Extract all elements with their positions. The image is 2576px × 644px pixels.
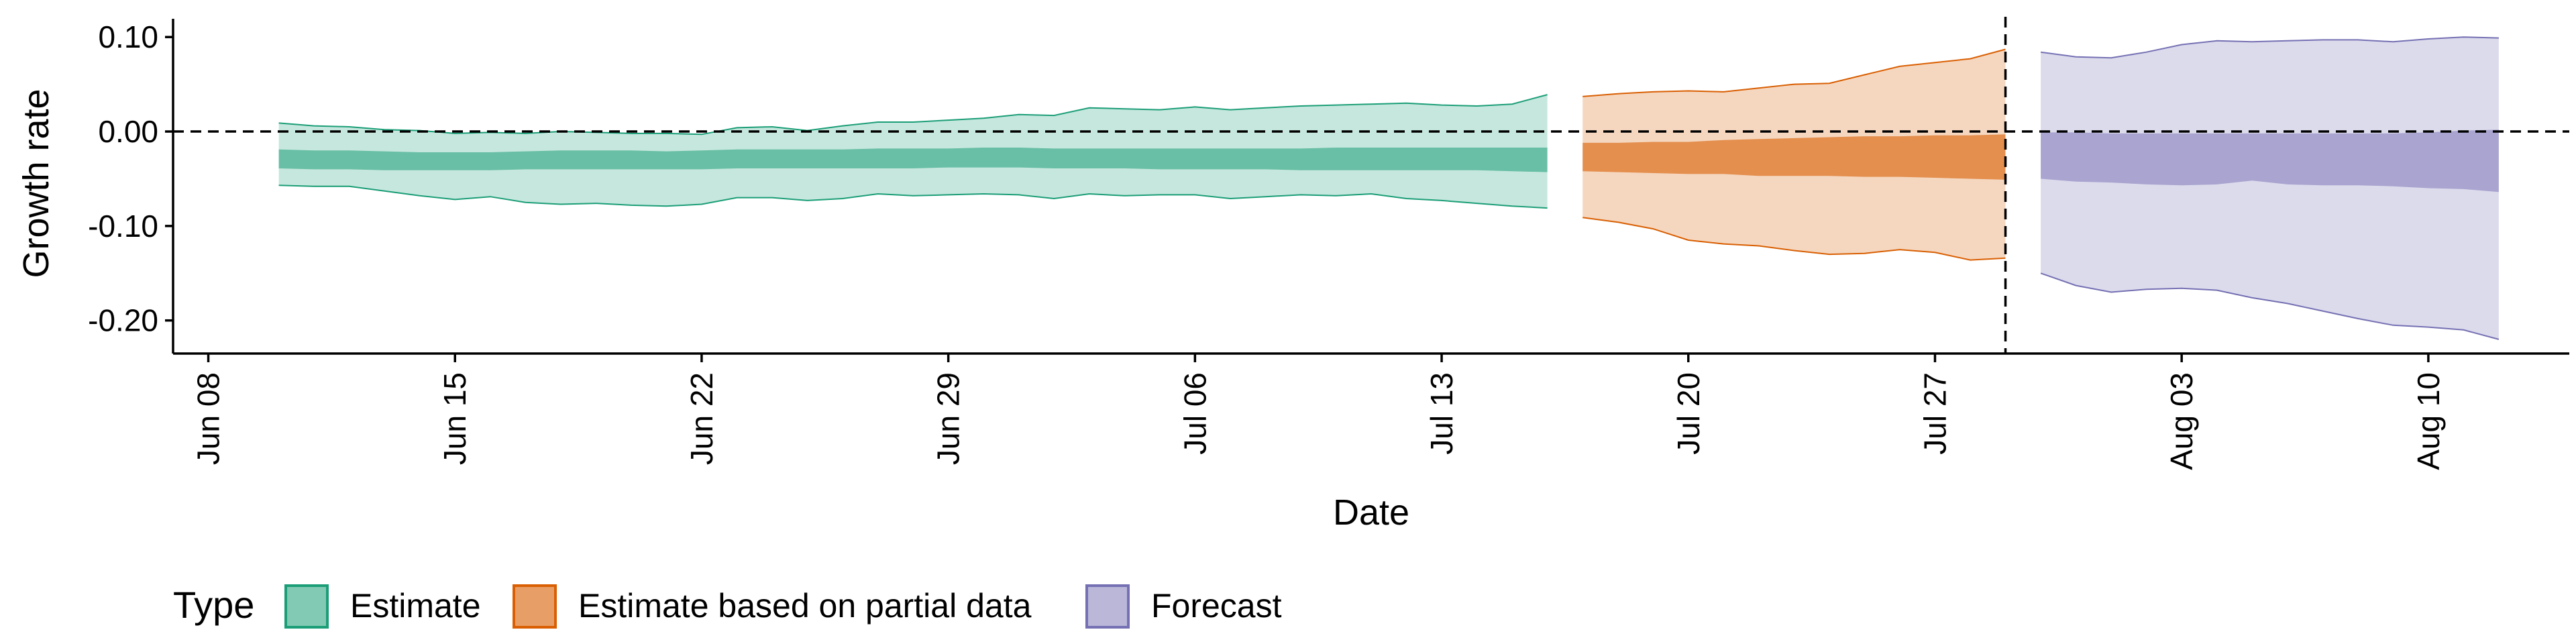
x-axis-title: Date (1333, 492, 1409, 533)
x-tick-label: Jun 08 (191, 372, 226, 465)
y-tick-label: 0.00 (98, 114, 158, 149)
x-tick-label: Jul 27 (1917, 372, 1952, 455)
series-estimate (278, 94, 1548, 209)
y-tick-label: 0.10 (98, 19, 158, 54)
x-tick-label: Aug 10 (2411, 372, 2446, 470)
axes: 0.10 0.00 -0.10 -0.20 Jun 08 Jun 15 Jun 22 Jun … (88, 19, 2569, 470)
legend-key-estimate (284, 584, 329, 629)
legend-title: Type (173, 584, 254, 626)
x-tick-label: Jun 22 (684, 372, 719, 465)
y-tick-label: -0.10 (88, 209, 158, 244)
outer-lower-edge-estimate-based-on-partial-data (1582, 217, 2006, 261)
inner-band-estimate-based-on-partial-data (1582, 134, 2006, 180)
legend-item-estimate: Estimate (284, 584, 481, 629)
legend-item-estimate-based-on-partial-data: Estimate based on partial data (513, 584, 1032, 629)
outer-lower-edge-estimate (278, 184, 1548, 209)
reference-lines (173, 17, 2569, 354)
outer-band-forecast (2041, 37, 2499, 339)
inner-band-forecast (2041, 129, 2499, 193)
legend-label-estimate-based-on-partial-data: Estimate based on partial data (578, 587, 1032, 625)
inner-band-estimate (278, 148, 1548, 172)
x-tick-label: Jul 20 (1671, 372, 1706, 455)
series-estimate-based-on-partial-data (1582, 48, 2006, 261)
x-tick-label: Jul 13 (1424, 372, 1459, 455)
series-forecast (2040, 36, 2500, 340)
outer-upper-edge-estimate-based-on-partial-data (1582, 48, 2006, 97)
x-tick-label: Jul 06 (1177, 372, 1212, 455)
legend-item-forecast: Forecast (1085, 584, 1282, 629)
x-tick-label: Aug 03 (2164, 372, 2199, 470)
axis-labels: Date Growth rate (16, 89, 1409, 533)
legend-label-forecast: Forecast (1151, 587, 1282, 625)
y-axis-title: Growth rate (16, 89, 56, 278)
y-tick-label: -0.20 (88, 303, 158, 338)
uncertainty-bands (278, 36, 2500, 340)
outer-lower-edge-forecast (2040, 272, 2500, 340)
x-tick-label: Jun 15 (437, 372, 472, 465)
x-tick-label: Jun 29 (931, 372, 966, 465)
outer-upper-edge-forecast (2040, 36, 2499, 59)
legend-key-forecast (1085, 584, 1130, 629)
legend: Type Estimate Estimate based on partial da… (173, 584, 1282, 629)
legend-key-estimate-based-on-partial-data (513, 584, 557, 629)
legend-label-estimate: Estimate (350, 587, 481, 625)
